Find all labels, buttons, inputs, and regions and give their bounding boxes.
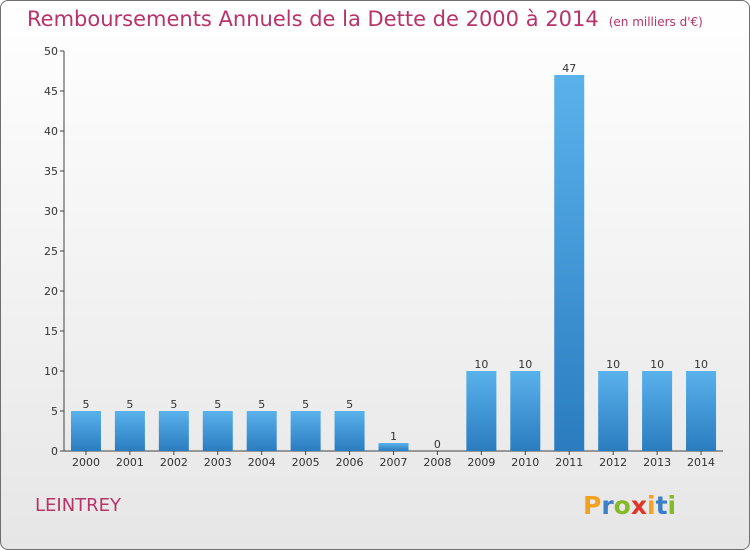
y-tick-label: 45 <box>44 85 58 98</box>
x-tick-label: 2003 <box>204 456 232 469</box>
data-label: 5 <box>214 398 221 411</box>
y-tick-label: 40 <box>44 125 58 138</box>
y-tick-label: 15 <box>44 325 58 338</box>
y-tick-label: 50 <box>44 45 58 58</box>
bar <box>378 443 409 451</box>
bar <box>598 371 629 451</box>
bar <box>686 371 717 451</box>
x-tick-label: 2008 <box>423 456 451 469</box>
data-label: 5 <box>302 398 309 411</box>
bars <box>70 75 717 451</box>
x-tick-label: 2011 <box>555 456 583 469</box>
bar <box>246 411 277 451</box>
data-label: 5 <box>82 398 89 411</box>
logo-letter: P <box>583 491 602 520</box>
data-label: 5 <box>170 398 177 411</box>
x-tick-label: 2010 <box>511 456 539 469</box>
bar <box>510 371 541 451</box>
y-tick-label: 0 <box>51 445 58 458</box>
bar <box>158 411 189 451</box>
logo-letter: i <box>667 491 677 520</box>
x-tick-label: 2004 <box>248 456 276 469</box>
bar <box>554 75 585 451</box>
logo-letter: i <box>647 491 656 520</box>
y-tick-label: 25 <box>44 245 58 258</box>
x-tick-label: 2014 <box>687 456 715 469</box>
x-tick-label: 2001 <box>116 456 144 469</box>
logo-letter: r <box>601 491 614 520</box>
x-tick-label: 2006 <box>336 456 364 469</box>
chart-title-text: Remboursements Annuels de la Dette de 20… <box>27 7 599 31</box>
bar <box>642 371 673 451</box>
data-label: 5 <box>346 398 353 411</box>
x-tick-label: 2009 <box>467 456 495 469</box>
logo-letter: x <box>630 491 647 520</box>
bar <box>70 411 101 451</box>
logo-letter: o <box>613 491 631 520</box>
data-label: 10 <box>694 358 708 371</box>
data-label: 10 <box>474 358 488 371</box>
labels: 5 2000 5 2001 5 2002 5 2003 5 2004 5 2005 5 2006 1 2007… <box>72 62 715 469</box>
x-tick-label: 2002 <box>160 456 188 469</box>
data-label: 5 <box>258 398 265 411</box>
proxiti-logo: Proxiti <box>583 491 676 520</box>
y-tick-label: 5 <box>51 405 58 418</box>
data-label: 10 <box>650 358 664 371</box>
x-tick-label: 2013 <box>643 456 671 469</box>
data-label: 1 <box>390 430 397 443</box>
y-tick-label: 30 <box>44 205 58 218</box>
x-tick-label: 2012 <box>599 456 627 469</box>
bar <box>290 411 321 451</box>
logo-letter: t <box>655 491 668 520</box>
data-label: 10 <box>518 358 532 371</box>
bar <box>114 411 145 451</box>
bar <box>202 411 233 451</box>
data-label: 47 <box>562 62 576 75</box>
x-tick-label: 2005 <box>292 456 320 469</box>
y-tick-label: 35 <box>44 165 58 178</box>
chart-title: Remboursements Annuels de la Dette de 20… <box>27 7 703 31</box>
bar <box>466 371 497 451</box>
town-name: LEINTREY <box>35 495 122 516</box>
y-tick-label: 20 <box>44 285 58 298</box>
chart-unit: (en milliers d'€) <box>608 15 703 29</box>
bar <box>334 411 365 451</box>
data-label: 0 <box>434 438 441 451</box>
data-label: 10 <box>606 358 620 371</box>
x-tick-label: 2000 <box>72 456 100 469</box>
data-label: 5 <box>126 398 133 411</box>
x-tick-label: 2007 <box>380 456 408 469</box>
y-tick-label: 10 <box>44 365 58 378</box>
